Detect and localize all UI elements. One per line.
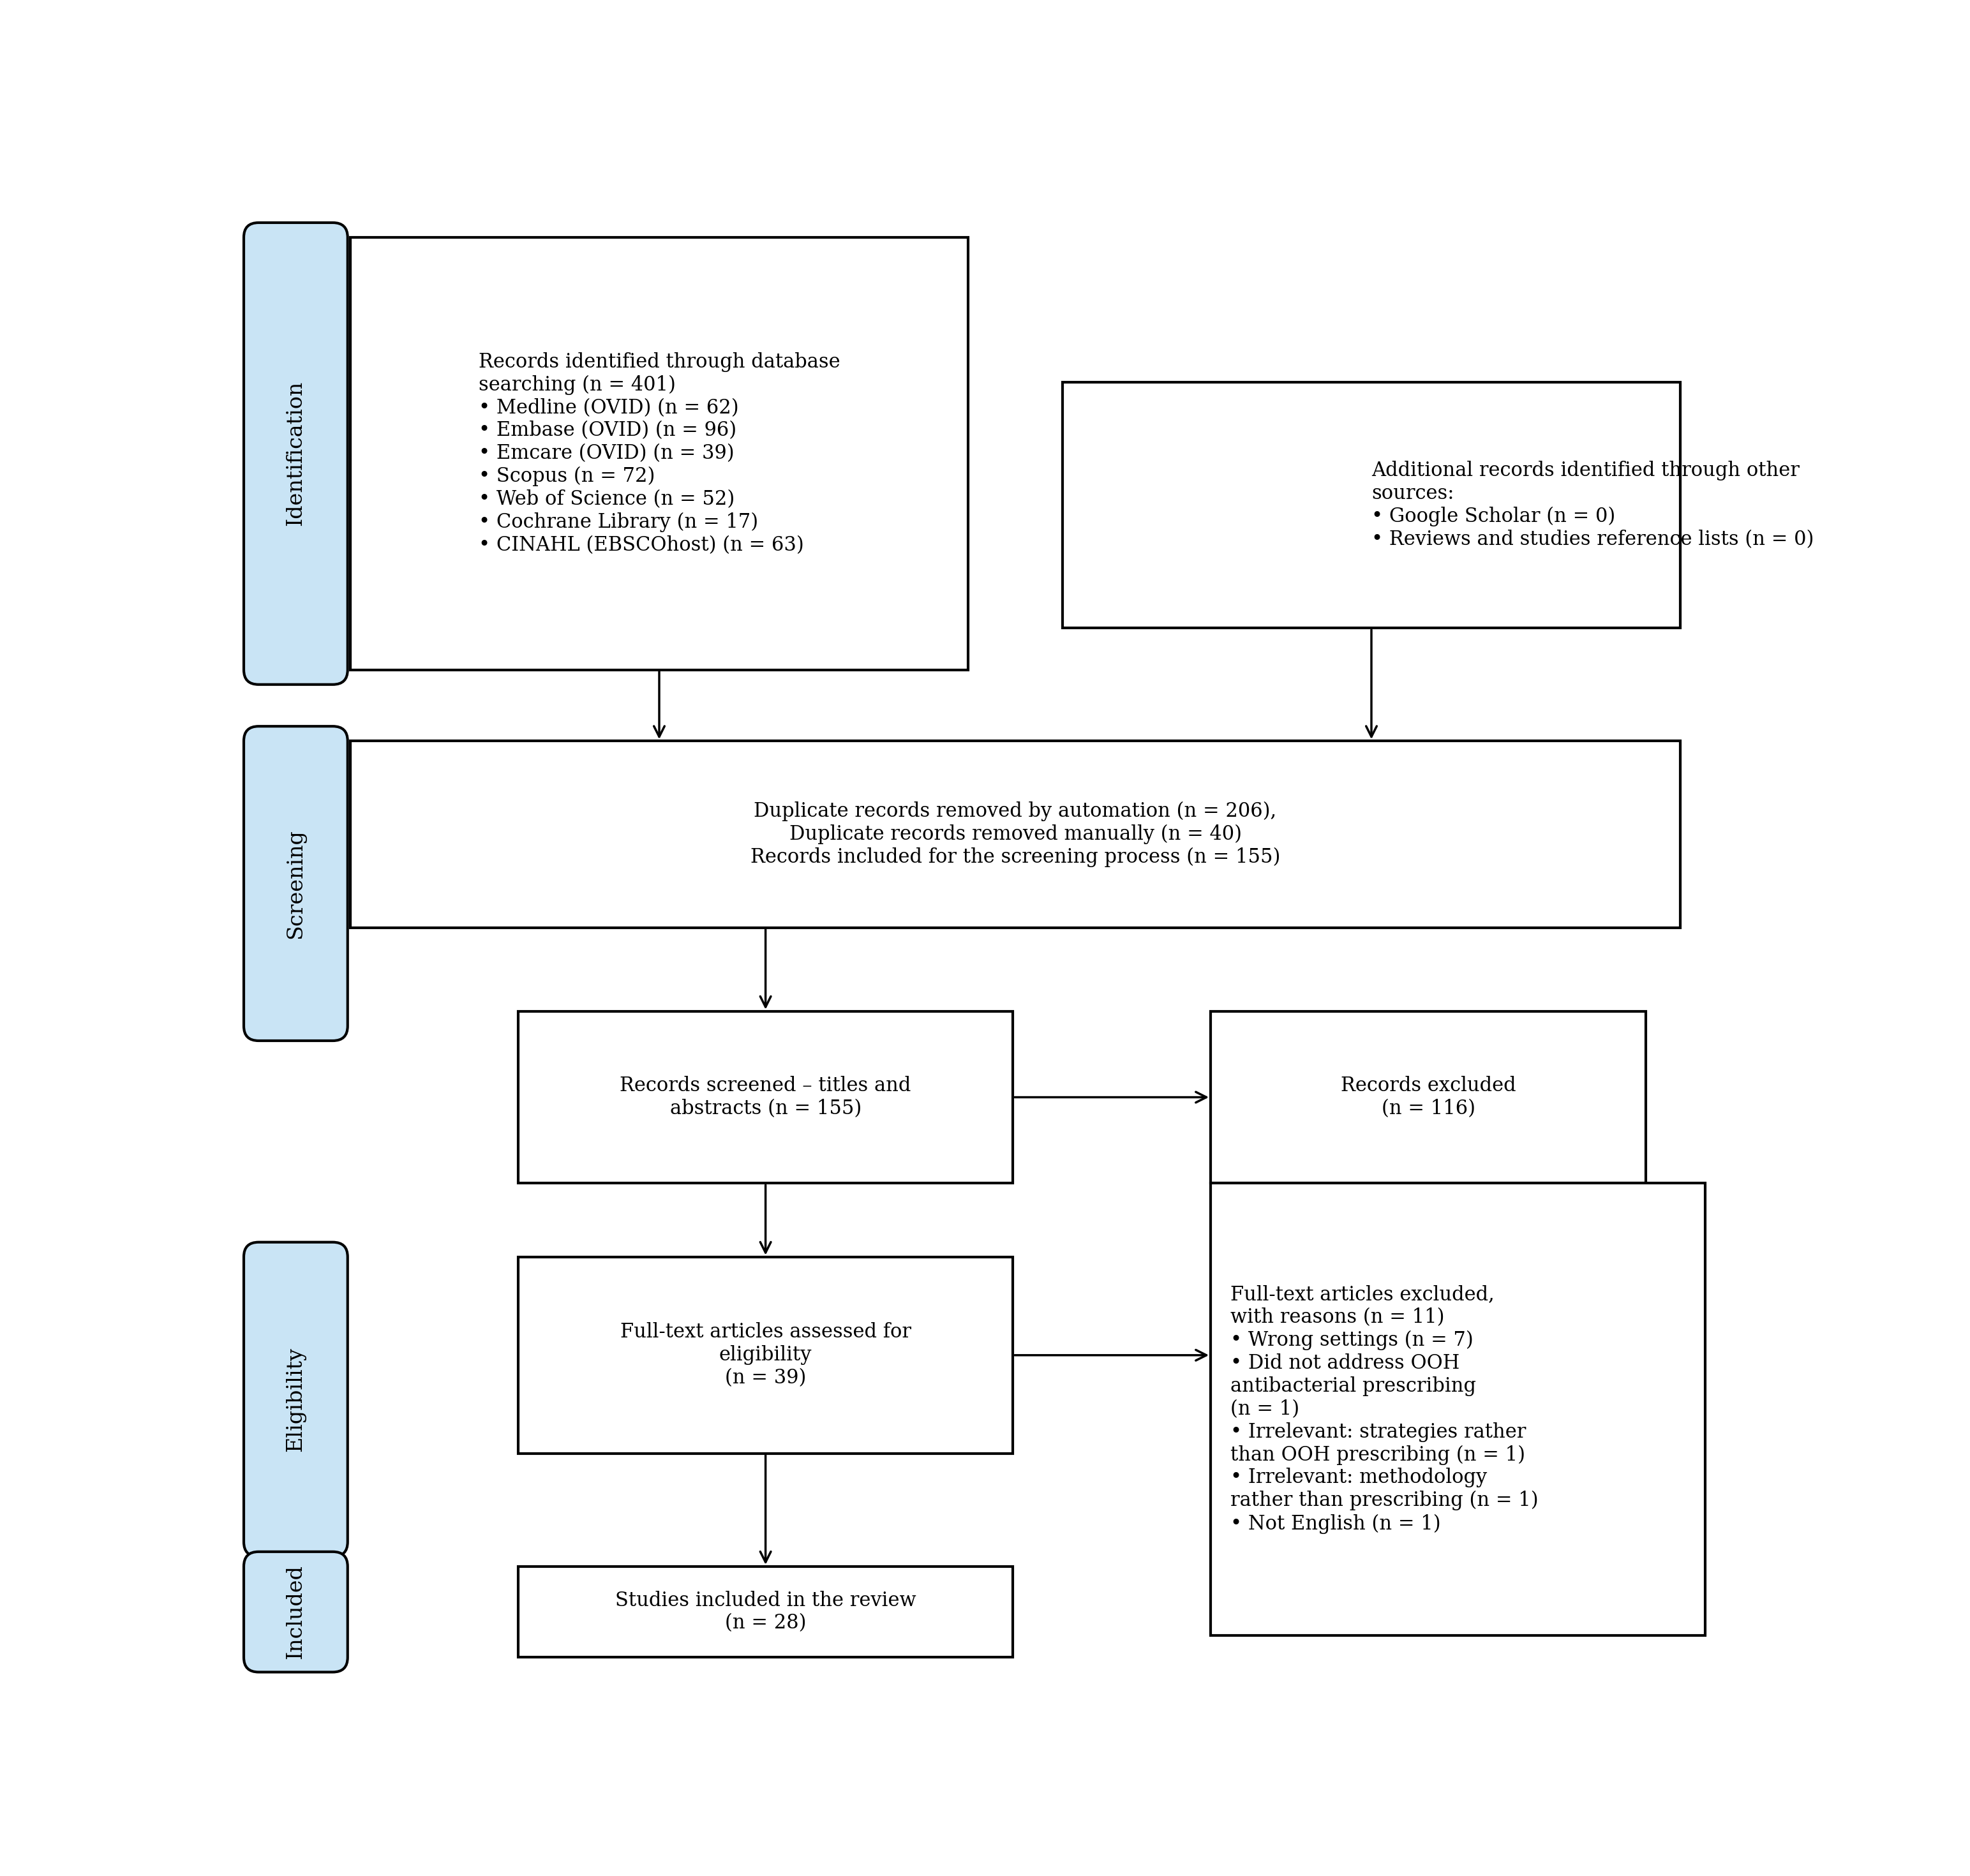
FancyBboxPatch shape <box>244 223 347 685</box>
FancyBboxPatch shape <box>244 1551 347 1672</box>
Bar <box>351 741 1680 929</box>
Text: Screening: Screening <box>286 829 305 938</box>
Text: Full-text articles assessed for
eligibility
(n = 39): Full-text articles assessed for eligibil… <box>621 1323 910 1388</box>
Text: Records excluded
(n = 116): Records excluded (n = 116) <box>1342 1077 1515 1118</box>
Bar <box>351 238 969 670</box>
Text: Records screened – titles and
abstracts (n = 155): Records screened – titles and abstracts … <box>621 1077 912 1118</box>
Bar <box>1062 383 1680 628</box>
FancyBboxPatch shape <box>244 726 347 1041</box>
Text: Eligibility: Eligibility <box>286 1347 305 1452</box>
Text: Duplicate records removed by automation (n = 206),
Duplicate records removed man: Duplicate records removed by automation … <box>751 801 1280 867</box>
Text: Records identified through database
searching (n = 401)
• Medline (OVID) (n = 62: Records identified through database sear… <box>479 353 839 555</box>
FancyBboxPatch shape <box>244 1242 347 1557</box>
Bar <box>1212 1011 1645 1184</box>
Text: Included: Included <box>286 1565 305 1658</box>
Bar <box>518 1257 1013 1454</box>
Bar <box>518 1011 1013 1184</box>
Text: Full-text articles excluded,
with reasons (n = 11)
• Wrong settings (n = 7)
• Di: Full-text articles excluded, with reason… <box>1231 1285 1539 1535</box>
Text: Studies included in the review
(n = 28): Studies included in the review (n = 28) <box>615 1591 916 1634</box>
Bar <box>1212 1184 1706 1636</box>
Text: Identification: Identification <box>286 381 305 525</box>
Bar <box>518 1566 1013 1657</box>
Text: Additional records identified through other
sources:
• Google Scholar (n = 0)
• : Additional records identified through ot… <box>1371 461 1814 550</box>
